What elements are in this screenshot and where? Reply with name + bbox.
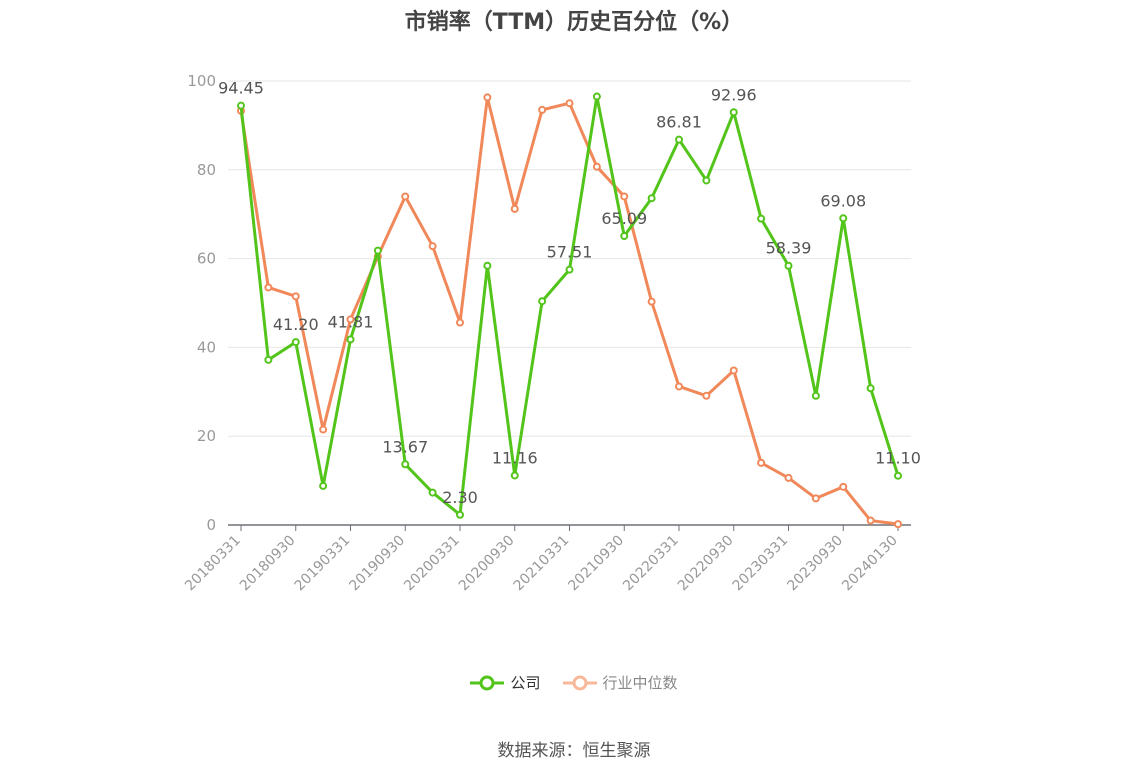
legend-item-industry[interactable]: 行业中位数 <box>562 672 678 693</box>
data-point-company-20210930 <box>620 232 629 241</box>
legend-marker-industry-icon <box>562 675 597 690</box>
data-point-industry-20181231 <box>319 425 328 434</box>
data-point-industry-20230331 <box>784 473 793 482</box>
data-label-20210331: 57.51 <box>547 243 593 262</box>
data-point-industry-20230930 <box>839 482 848 491</box>
data-point-industry-20200930 <box>510 204 519 213</box>
data-point-company-20210630 <box>592 92 601 101</box>
series-lines <box>237 92 902 529</box>
data-label-20180331: 94.45 <box>218 79 264 98</box>
data-label-20200331: 2.30 <box>442 488 478 507</box>
grid-lines <box>228 80 911 437</box>
legend-label-company: 公司 <box>510 674 541 692</box>
data-point-industry-20190331 <box>346 315 355 324</box>
data-point-company-20190630 <box>373 246 382 255</box>
data-point-company-20180331 <box>237 101 245 110</box>
data-point-industry-20200630 <box>483 93 492 102</box>
data-point-industry-20211231 <box>647 297 656 306</box>
legend-item-company[interactable]: 公司 <box>470 672 541 693</box>
x-tick-label-20180930: 20180930 <box>237 533 299 595</box>
y-tick-label-0: 0 <box>206 516 216 534</box>
x-tick-label-20190331: 20190331 <box>292 533 354 595</box>
legend-label-industry: 行业中位数 <box>602 674 678 692</box>
data-source: 数据来源：恒生聚源 <box>497 741 651 761</box>
x-tick-label-20180331: 20180331 <box>182 533 244 595</box>
data-point-industry-20210930 <box>620 192 629 201</box>
x-tick-label-20230331: 20230331 <box>730 533 792 595</box>
data-point-company-20230331 <box>784 261 793 270</box>
data-point-company-20200930 <box>510 471 519 480</box>
data-point-industry-20220331 <box>675 382 683 391</box>
data-point-company-20201231 <box>538 297 547 306</box>
data-point-company-20200630 <box>483 261 492 270</box>
data-point-industry-20190930 <box>401 192 410 201</box>
data-point-company-20200331 <box>456 510 464 519</box>
data-point-industry-20180630 <box>264 283 273 292</box>
data-point-industry-20200331 <box>456 318 464 327</box>
data-label-20230331: 58.39 <box>766 239 812 258</box>
x-tick-label-20220930: 20220930 <box>675 533 737 595</box>
x-tick-label-20200930: 20200930 <box>456 533 518 595</box>
legend: 公司 行业中位数 <box>0 672 1148 693</box>
y-tick-label-20: 20 <box>197 427 216 445</box>
data-label-20220930: 92.96 <box>711 85 757 104</box>
data-label-20210930: 65.09 <box>601 209 647 228</box>
data-point-company-20191231 <box>428 488 437 497</box>
data-point-industry-20191231 <box>428 242 437 251</box>
data-point-company-20180630 <box>264 355 273 364</box>
data-label-20230930: 69.08 <box>820 191 866 210</box>
x-tick-label-20220331: 20220331 <box>620 533 682 595</box>
data-point-industry-20210630 <box>592 162 601 171</box>
x-tick-label-20210930: 20210930 <box>565 533 627 595</box>
data-label-20190331: 41.81 <box>328 312 374 331</box>
data-point-industry-20230630 <box>811 494 820 503</box>
legend-marker-company-icon <box>470 675 505 690</box>
data-point-industry-20210331 <box>565 99 574 108</box>
data-point-company-20181231 <box>319 481 328 490</box>
data-point-industry-20221231 <box>757 458 766 467</box>
data-labels: 94.45 41.20 41.81 13.67 2.30 11.16 57.51 65.09 8… <box>218 79 921 507</box>
x-tick-label-20240130: 20240130 <box>839 533 901 595</box>
x-tick-label-20200331: 20200331 <box>401 533 463 595</box>
data-point-industry-20180930 <box>291 292 300 301</box>
data-point-company-20180930 <box>291 338 300 347</box>
data-label-20200930: 11.16 <box>492 448 538 467</box>
data-point-industry-20220930 <box>729 366 738 375</box>
y-tick-label-100: 100 <box>187 72 216 90</box>
data-point-industry-20240130 <box>894 520 902 529</box>
data-point-company-20231231 <box>866 384 875 393</box>
data-point-company-20210331 <box>565 265 574 274</box>
data-label-20190930: 13.67 <box>382 437 428 456</box>
data-label-20240130: 11.10 <box>875 449 921 468</box>
data-point-company-20190930 <box>401 460 410 469</box>
data-point-company-20230930 <box>839 214 848 223</box>
data-point-company-20240130 <box>894 471 902 480</box>
data-point-company-20230630 <box>811 391 820 400</box>
x-tick-label-20190930: 20190930 <box>346 533 408 595</box>
y-tick-label-60: 60 <box>197 250 216 268</box>
data-label-20180930: 41.20 <box>273 315 319 334</box>
chart-title: 市销率（TTM）历史百分位（%） <box>404 10 744 35</box>
y-tick-label-40: 40 <box>197 338 216 356</box>
data-label-20220331: 86.81 <box>656 113 702 132</box>
x-tick-label-20230930: 20230930 <box>784 533 846 595</box>
data-point-company-20190331 <box>346 335 355 344</box>
y-tick-label-80: 80 <box>197 161 216 179</box>
data-point-company-20220331 <box>675 135 683 144</box>
data-point-industry-20220630 <box>702 391 711 400</box>
data-point-company-20220930 <box>729 108 738 117</box>
data-point-industry-20201231 <box>538 105 547 114</box>
data-point-company-20220630 <box>702 176 711 185</box>
series-line-company <box>239 95 900 517</box>
x-tick-label-20210331: 20210331 <box>511 533 573 595</box>
data-point-company-20221231 <box>757 214 766 223</box>
data-point-company-20211231 <box>647 194 656 203</box>
data-point-industry-20231231 <box>866 516 875 525</box>
